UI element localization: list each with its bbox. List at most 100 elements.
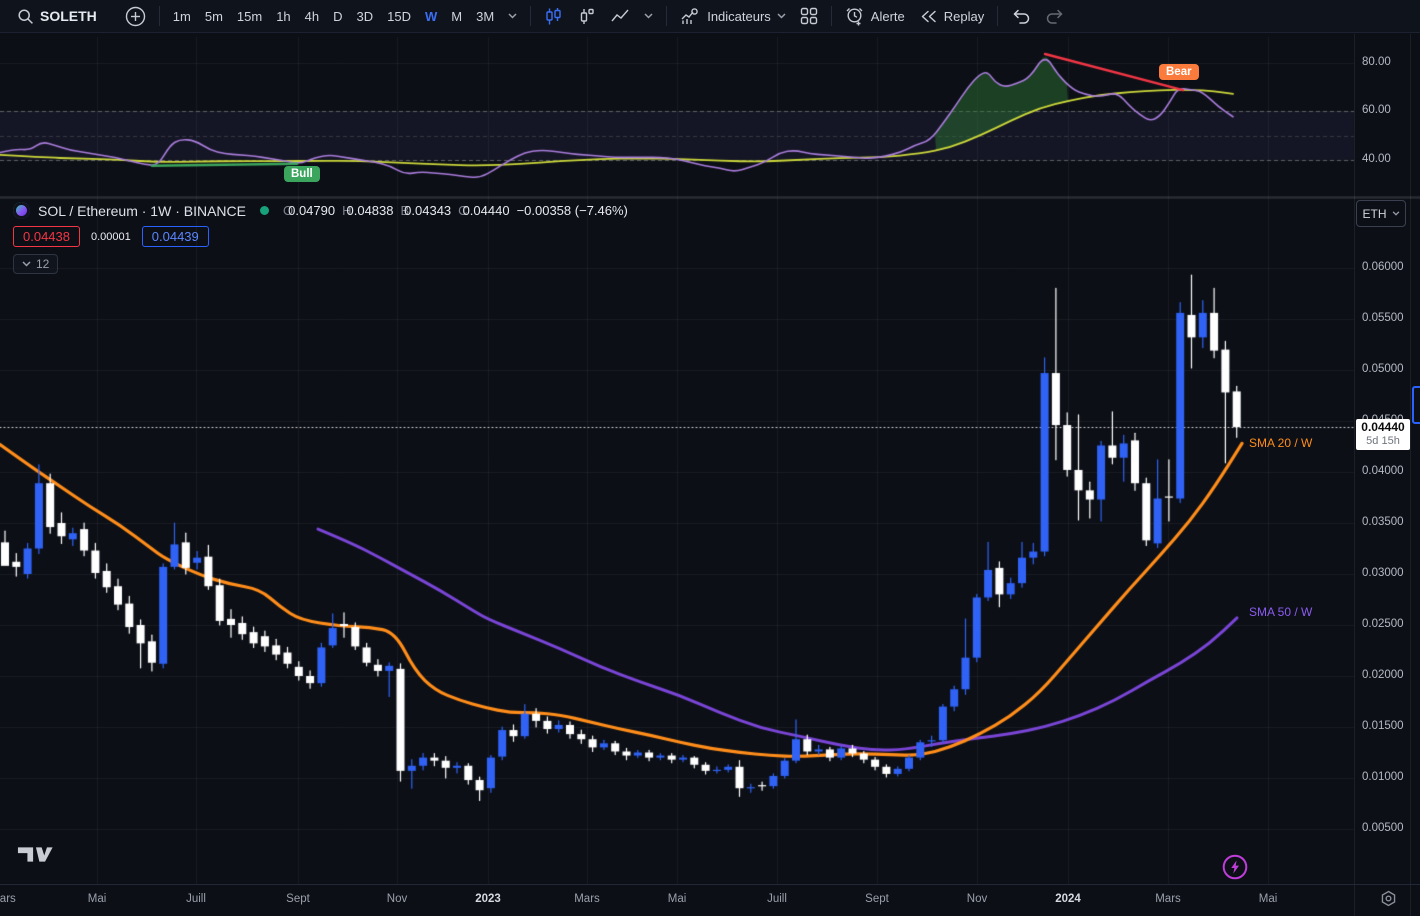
timeframe-1m[interactable]: 1m	[166, 3, 198, 29]
last-price-label: 0.04440 5d 15h	[1356, 419, 1410, 450]
timeframe-5m[interactable]: 5m	[198, 3, 230, 29]
time-scale[interactable]: Mars Mai Juill Sept Nov 2023 Mars Mai Juill Sept N…	[0, 884, 1420, 916]
ohlc-values: O0.04790 H0.04838 B0.04343 C0.04440 −0.0…	[282, 203, 628, 218]
rsi-tick: 60.00	[1362, 104, 1391, 117]
hollow-candles-style-button[interactable]	[570, 3, 603, 29]
redo-button[interactable]	[1038, 3, 1072, 29]
timeframe-1h[interactable]: 1h	[269, 3, 297, 29]
time-tick: Mars	[574, 893, 600, 905]
top-toolbar: SOLETH 1m 5m 15m 1h 4h D 3D 15D W M 3M	[0, 0, 1420, 33]
time-tick: 2023	[475, 893, 501, 905]
time-tick: Sept	[865, 893, 889, 905]
bid-price[interactable]: 0.04438	[13, 226, 80, 247]
high-value: 0.04838	[346, 203, 394, 218]
time-tick: Nov	[386, 893, 408, 905]
close-value: 0.04440	[462, 203, 510, 218]
time-tick: Mai	[1258, 893, 1278, 905]
chevron-down-icon	[1392, 211, 1399, 216]
price-tick: 0.02000	[1362, 669, 1404, 681]
add-symbol-button[interactable]	[118, 3, 153, 29]
alarm-clock-icon	[845, 6, 865, 26]
collapsed-count: 12	[36, 257, 50, 271]
timeframe-4h[interactable]: 4h	[298, 3, 326, 29]
rsi-tick: 40.00	[1362, 152, 1391, 165]
line-style-button[interactable]	[603, 3, 637, 29]
price-unit-label: ETH	[1362, 206, 1387, 221]
alert-label: Alerte	[870, 8, 905, 24]
timeframe-15m[interactable]: 15m	[230, 3, 269, 29]
time-tick: 2024	[1055, 893, 1081, 905]
time-tick: Juill	[186, 893, 206, 905]
timeframe-3D[interactable]: 3D	[350, 3, 381, 29]
symbol-search-button[interactable]: SOLETH	[10, 3, 104, 29]
replay-label: Replay	[943, 8, 985, 24]
timeframe-W[interactable]: W	[418, 3, 444, 29]
timeframe-M[interactable]: M	[444, 3, 469, 29]
time-tick: Mars	[1155, 893, 1181, 905]
toolbar-divider	[530, 6, 532, 26]
chart-title: SOL / Ethereum · 1W · BINANCE	[38, 202, 246, 219]
ask-price[interactable]: 0.04439	[141, 226, 209, 247]
toolbar-divider	[997, 6, 999, 26]
candles-style-button[interactable]	[537, 3, 570, 29]
rsi-tick: 80.00	[1362, 56, 1391, 68]
timeframe-D[interactable]: D	[326, 3, 349, 29]
low-value: 0.04343	[404, 203, 452, 218]
sma50-label[interactable]: SMA 50 / W	[1249, 605, 1313, 619]
lightning-mode-button[interactable]	[1221, 853, 1249, 886]
time-tick: Juill	[767, 893, 787, 905]
indicators-chevron-icon	[777, 13, 786, 19]
time-tick: Mars	[0, 893, 16, 905]
last-price-value: 0.04440	[1361, 420, 1405, 434]
bid-ask-row: 0.04438 0.00001 0.04439	[13, 226, 628, 247]
price-tick: 0.02500	[1362, 618, 1404, 630]
toolbar-divider	[666, 6, 668, 26]
spread-value: 0.00001	[91, 230, 131, 243]
indicators-button[interactable]: Indicateurs	[673, 3, 793, 29]
timeframe-group: 1m 5m 15m 1h 4h D 3D 15D W M 3M	[166, 3, 501, 29]
scale-settings-gear-icon[interactable]	[1380, 890, 1397, 912]
price-scale-unit-button[interactable]: ETH	[1356, 200, 1406, 227]
market-status-dot[interactable]	[259, 206, 269, 215]
price-tick: 0.00500	[1362, 822, 1404, 834]
bull-divergence-badge[interactable]: Bull	[284, 166, 320, 182]
tradingview-logo[interactable]	[17, 843, 53, 871]
change-value: −0.00358 (−7.46%)	[516, 203, 628, 218]
indicators-icon	[680, 7, 701, 26]
price-tick: 0.05000	[1362, 363, 1404, 375]
alert-button[interactable]: Alerte	[838, 3, 912, 29]
right-strip-border	[1410, 34, 1411, 916]
time-tick: Mai	[87, 893, 107, 905]
time-tick: Sept	[286, 893, 310, 905]
price-tick: 0.03000	[1362, 567, 1404, 579]
price-tick: 0.03500	[1362, 516, 1404, 528]
price-tick: 0.01000	[1362, 771, 1404, 783]
search-icon	[17, 8, 34, 25]
price-tick: 0.01500	[1362, 720, 1404, 732]
timeframe-3M[interactable]: 3M	[469, 3, 501, 29]
legend-title-row[interactable]: SOL / Ethereum · 1W · BINANCE O0.04790 H…	[13, 202, 628, 219]
layout-grid-button[interactable]	[793, 3, 825, 29]
toolbar-divider	[158, 6, 160, 26]
price-tick: 0.06000	[1362, 261, 1404, 273]
replay-icon	[919, 8, 938, 25]
timeframe-15D[interactable]: 15D	[380, 3, 418, 29]
sma20-label[interactable]: SMA 20 / W	[1249, 436, 1313, 450]
replay-button[interactable]: Replay	[912, 3, 991, 29]
collapsed-indicators-chip[interactable]: 12	[13, 254, 59, 274]
symbol-name: SOLETH	[40, 8, 97, 24]
open-value: 0.04790	[288, 203, 336, 218]
right-edge-widget[interactable]	[1412, 386, 1420, 424]
indicators-label: Indicateurs	[707, 8, 771, 24]
time-tick: Mai	[667, 893, 687, 905]
time-tick: Nov	[966, 893, 988, 905]
bear-divergence-badge[interactable]: Bear	[1159, 64, 1199, 80]
undo-button[interactable]	[1004, 3, 1038, 29]
chevron-down-icon	[22, 261, 31, 267]
timeframe-menu-chevron[interactable]	[501, 3, 524, 29]
price-scale-border	[1354, 34, 1355, 916]
toolbar-divider	[830, 6, 832, 26]
style-menu-chevron-icon[interactable]	[637, 3, 660, 29]
